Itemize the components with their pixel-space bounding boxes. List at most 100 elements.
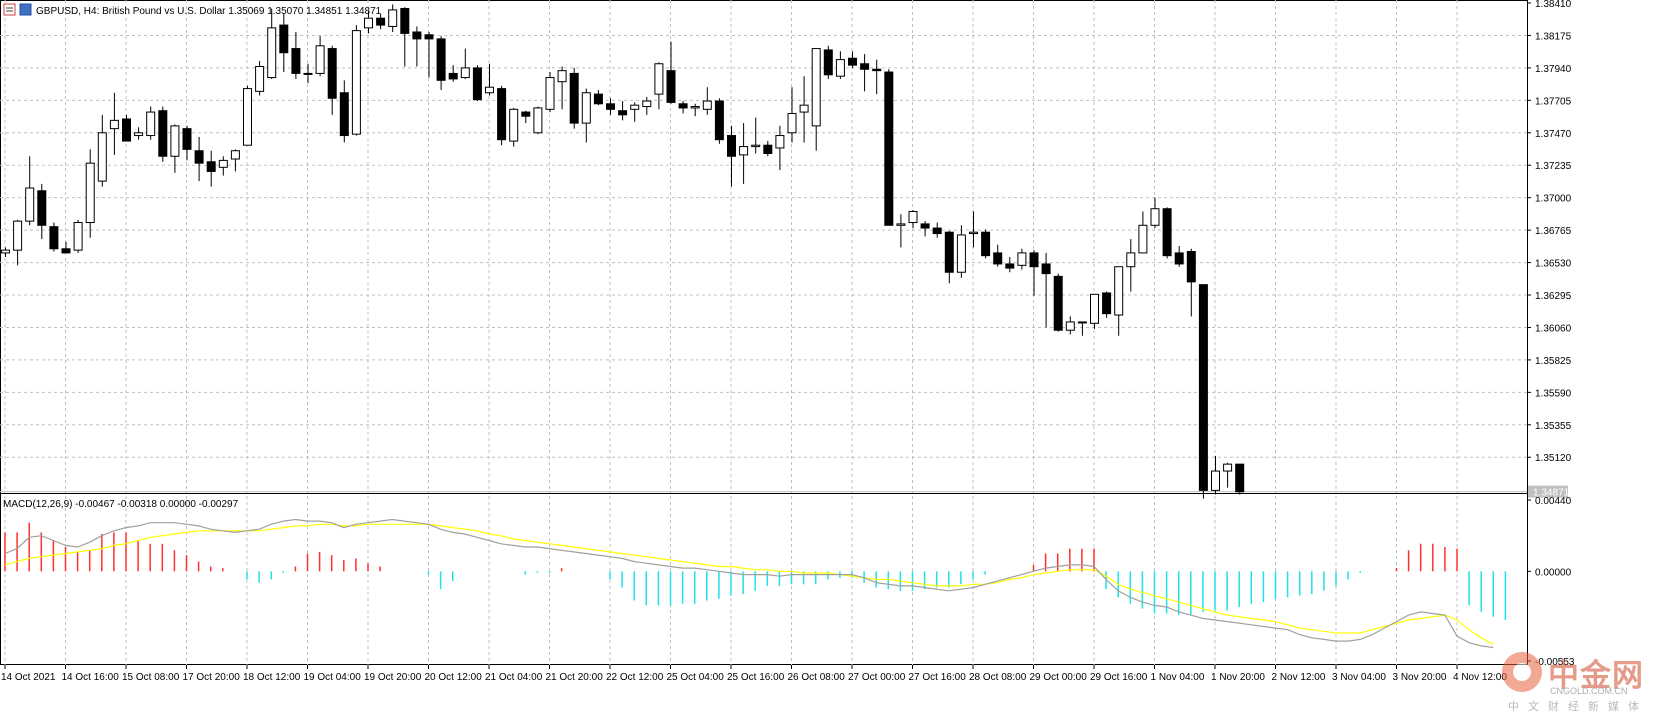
candle[interactable] (1090, 293, 1099, 329)
candle[interactable] (1017, 248, 1027, 270)
candle[interactable] (1077, 321, 1087, 336)
candle[interactable] (1138, 211, 1148, 254)
candle[interactable] (291, 31, 301, 79)
candle[interactable] (860, 54, 870, 92)
candle[interactable] (485, 63, 494, 96)
candle[interactable] (460, 48, 470, 79)
candle[interactable] (97, 114, 107, 187)
candle[interactable] (956, 225, 966, 278)
candle[interactable] (557, 66, 567, 110)
candle[interactable] (848, 51, 857, 68)
candle[interactable] (315, 36, 325, 77)
candle[interactable] (1065, 316, 1075, 335)
candle[interactable] (436, 36, 446, 90)
candle[interactable] (182, 125, 192, 161)
candle[interactable] (1102, 291, 1112, 318)
candle[interactable] (944, 230, 954, 284)
candle[interactable] (993, 244, 1003, 267)
candle[interactable] (714, 98, 724, 144)
candle[interactable] (327, 45, 337, 115)
candle[interactable] (606, 98, 615, 115)
candle[interactable] (388, 4, 398, 32)
candle[interactable] (243, 85, 252, 146)
candle[interactable] (37, 183, 47, 240)
candle[interactable] (1053, 273, 1063, 332)
candle[interactable] (472, 65, 482, 102)
candle[interactable] (351, 25, 361, 136)
candle[interactable] (424, 31, 434, 78)
candle[interactable] (194, 136, 204, 182)
candle[interactable] (920, 221, 930, 237)
candle[interactable] (678, 101, 688, 114)
candle[interactable] (763, 141, 773, 157)
candle[interactable] (376, 14, 386, 30)
candle[interactable] (339, 80, 349, 143)
candle[interactable] (1211, 455, 1220, 495)
candle[interactable] (654, 62, 664, 110)
candle[interactable] (932, 222, 942, 238)
candle[interactable] (823, 45, 833, 79)
candle[interactable] (1029, 250, 1039, 296)
candle[interactable] (279, 14, 289, 73)
candle[interactable] (811, 48, 821, 151)
candle[interactable] (134, 127, 144, 140)
candle[interactable] (581, 88, 591, 143)
candle[interactable] (1126, 239, 1136, 292)
candle[interactable] (533, 106, 543, 135)
candle[interactable] (85, 149, 95, 238)
candle[interactable] (969, 211, 978, 248)
candle[interactable] (448, 65, 458, 82)
candle[interactable] (896, 214, 906, 248)
candle[interactable] (1186, 248, 1196, 317)
chart-type-icon[interactable] (19, 3, 32, 16)
candle[interactable] (1235, 463, 1245, 495)
candle[interactable] (1162, 207, 1172, 259)
candle[interactable] (206, 150, 216, 187)
candle[interactable] (364, 11, 373, 34)
candle[interactable] (303, 63, 313, 84)
candle[interactable] (1223, 462, 1233, 488)
candle[interactable] (218, 156, 228, 176)
candle[interactable] (521, 110, 531, 124)
candle[interactable] (122, 114, 131, 142)
candle[interactable] (146, 106, 156, 140)
candle[interactable] (73, 219, 83, 253)
candle[interactable] (230, 149, 240, 172)
candle[interactable] (642, 96, 652, 115)
candle[interactable] (267, 8, 277, 79)
candle[interactable] (666, 41, 676, 104)
candle[interactable] (618, 101, 628, 121)
candle[interactable] (13, 219, 23, 266)
candle[interactable] (739, 123, 749, 184)
candle[interactable] (1005, 257, 1015, 273)
candle[interactable] (799, 76, 809, 143)
candle[interactable] (569, 67, 579, 129)
candle[interactable] (1, 247, 10, 258)
candlestick-panel[interactable] (0, 4, 1527, 499)
candle[interactable] (593, 89, 603, 106)
candle[interactable] (509, 107, 519, 147)
candle[interactable] (170, 124, 180, 173)
candle[interactable] (497, 85, 507, 146)
candle[interactable] (630, 102, 640, 122)
candle[interactable] (702, 87, 712, 115)
candle[interactable] (158, 106, 168, 162)
candle[interactable] (49, 222, 59, 252)
candle[interactable] (61, 241, 71, 254)
candle[interactable] (884, 69, 894, 226)
candle[interactable] (1150, 197, 1160, 229)
candle[interactable] (1198, 284, 1208, 499)
candle[interactable] (400, 7, 410, 67)
candle[interactable] (775, 125, 785, 171)
candle[interactable] (981, 229, 991, 259)
macd-panel[interactable] (4, 518, 1507, 649)
candle[interactable] (1174, 246, 1184, 267)
candle[interactable] (25, 156, 35, 226)
candle[interactable] (908, 210, 918, 229)
candle[interactable] (727, 125, 736, 187)
candle[interactable] (787, 87, 797, 143)
candle[interactable] (872, 59, 882, 95)
chart-window-icon[interactable] (3, 3, 16, 16)
candle[interactable] (690, 103, 700, 117)
